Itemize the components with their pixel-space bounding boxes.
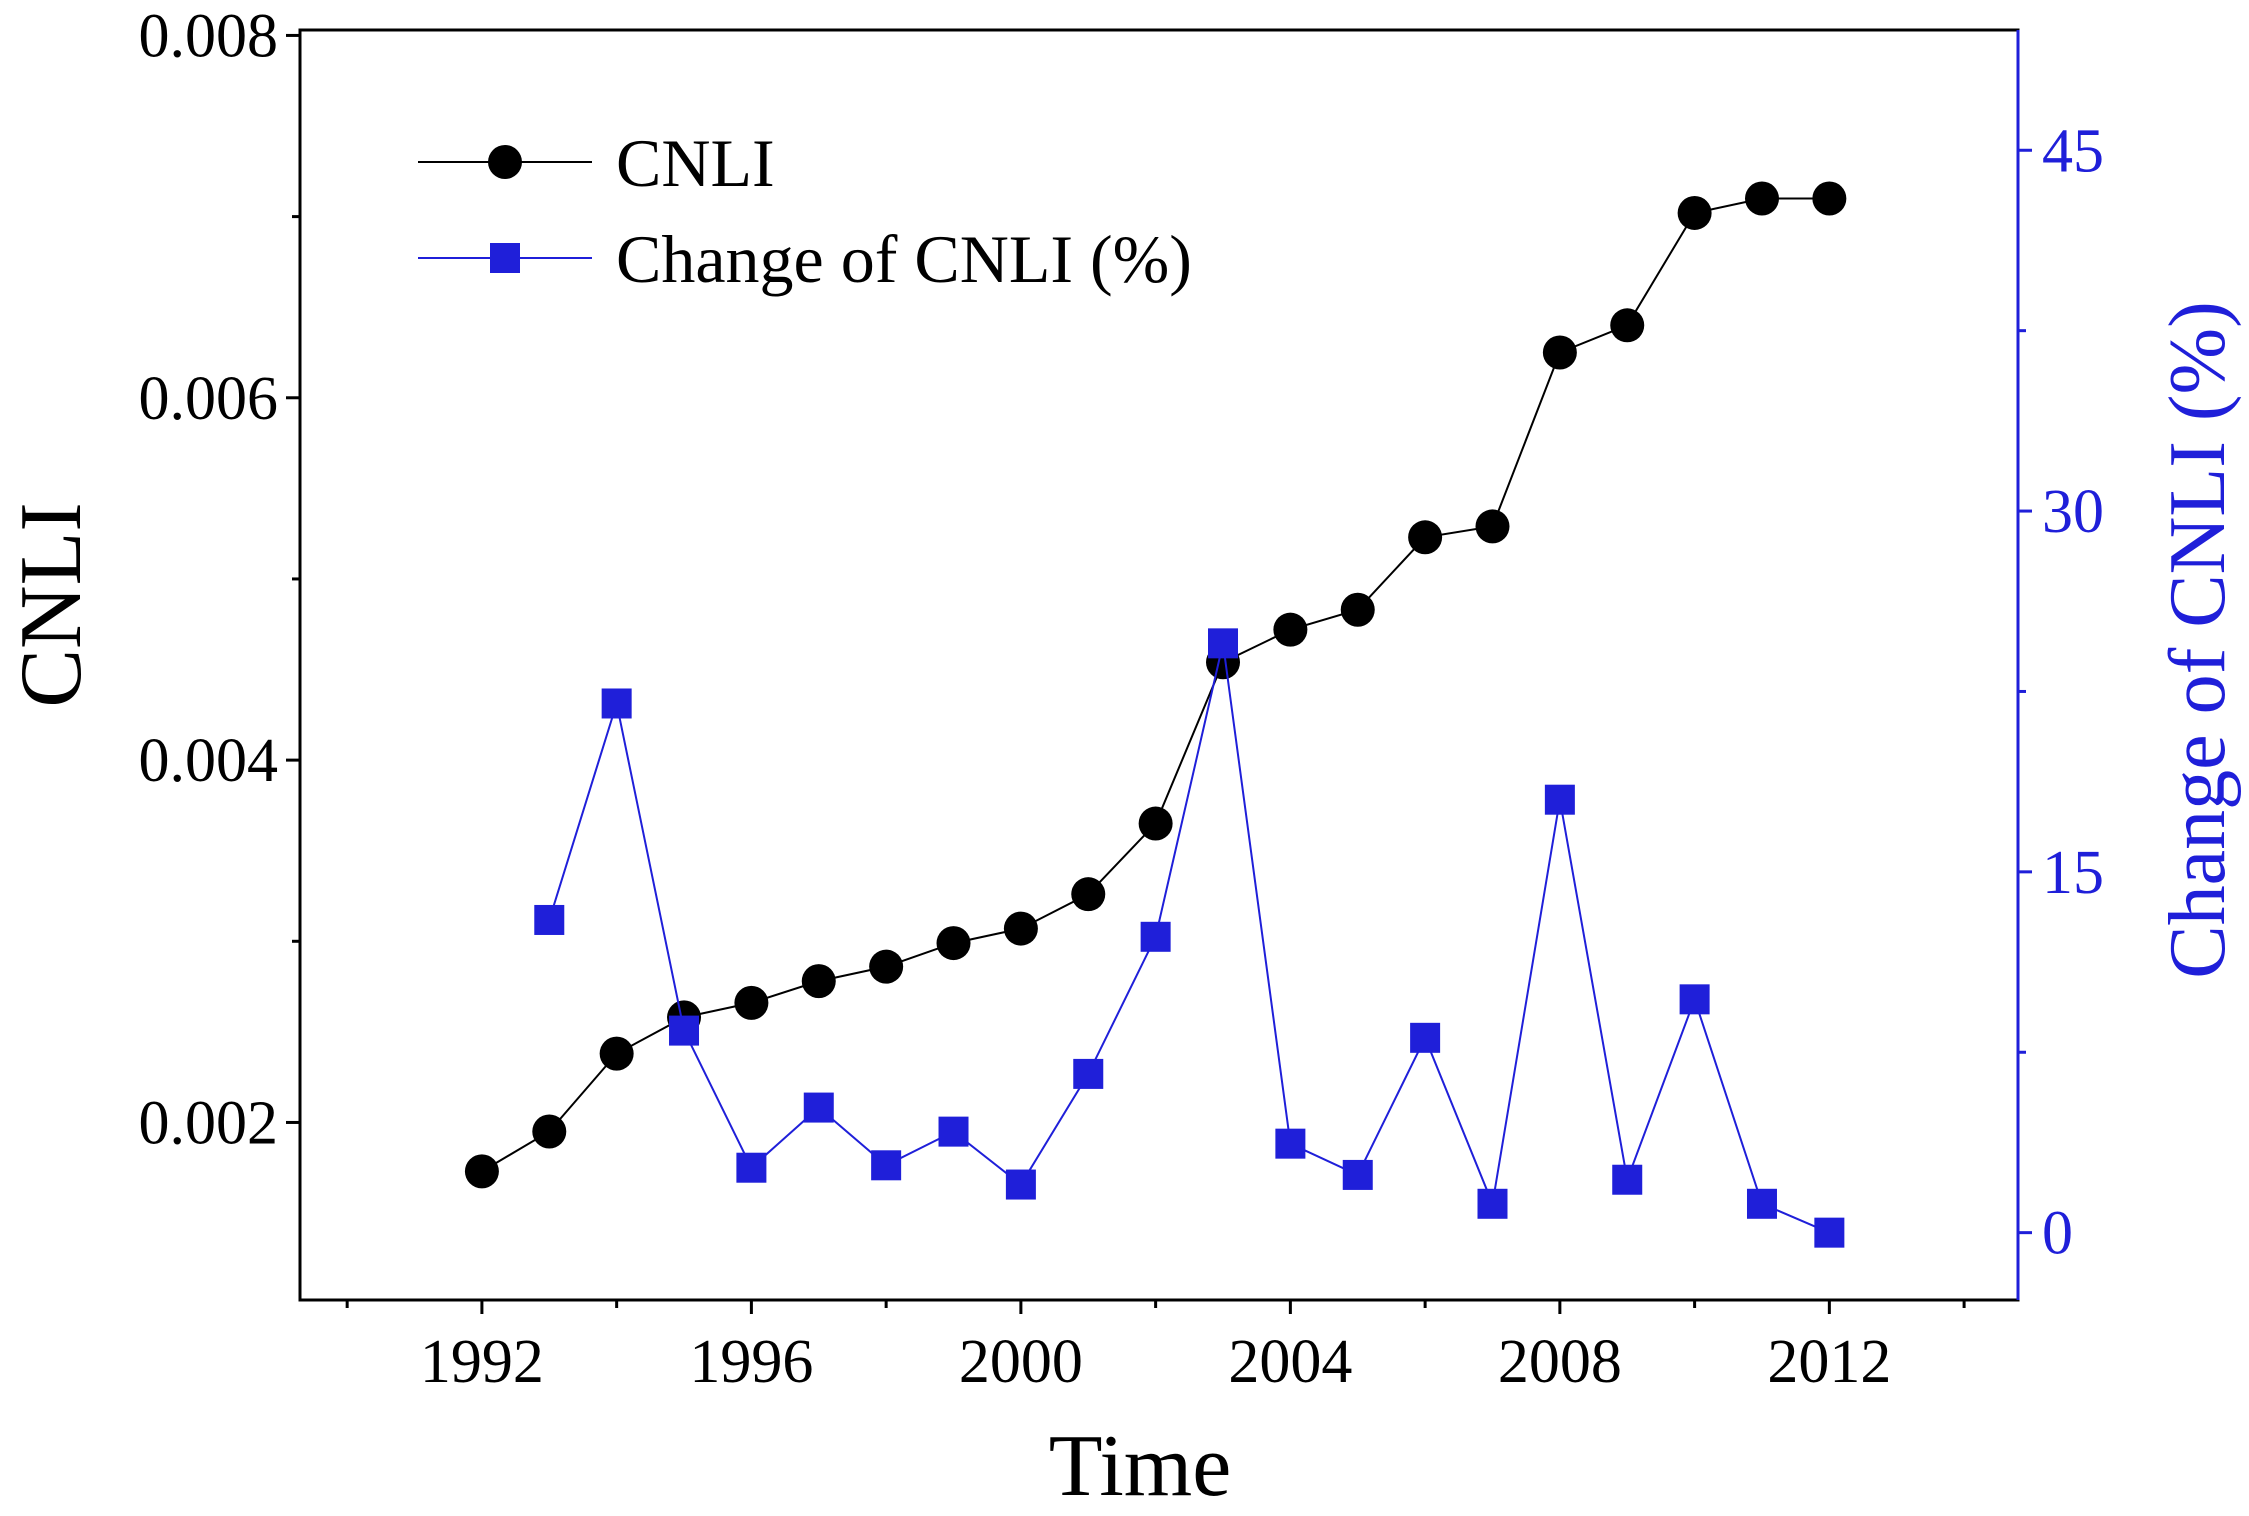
legend-label-change: Change of CNLI (%) xyxy=(616,221,1192,297)
x-tick-label: 2008 xyxy=(1498,1328,1622,1396)
cnli-point-1998 xyxy=(869,949,904,984)
change-point-2007 xyxy=(1477,1188,1508,1219)
cnli-point-1993 xyxy=(532,1114,567,1149)
change-line xyxy=(548,643,1830,1234)
change-point-2008 xyxy=(1544,784,1575,815)
cnli-point-2001 xyxy=(1071,877,1106,912)
x-tick-label: 1992 xyxy=(420,1328,544,1396)
cnli-point-2004 xyxy=(1273,612,1308,647)
y2-tick-label: 45 xyxy=(2042,117,2104,185)
cnli-point-1994 xyxy=(599,1036,634,1071)
change-point-2004 xyxy=(1275,1128,1306,1159)
change-point-2009 xyxy=(1612,1164,1643,1195)
x-axis-title: Time xyxy=(1049,1418,1232,1515)
cnli-point-2008 xyxy=(1542,335,1577,370)
cnli-point-1992 xyxy=(464,1154,499,1189)
change-point-1997 xyxy=(803,1092,834,1123)
left-y-axis-title: CNLI xyxy=(3,502,100,707)
legend-label-cnli: CNLI xyxy=(616,125,775,201)
change-point-1998 xyxy=(871,1150,902,1181)
x-tick-label: 1996 xyxy=(689,1328,813,1396)
change-point-2006 xyxy=(1410,1022,1441,1053)
change-point-1995 xyxy=(669,1015,700,1046)
change-point-1993 xyxy=(534,904,565,935)
x-axis-ticks: 1992 1996 2000 2004 2008 2012 xyxy=(345,1300,1966,1396)
change-point-2010 xyxy=(1679,984,1710,1015)
left-y-axis-ticks: 0.002 0.004 0.006 0.008 xyxy=(139,2,300,1157)
y-tick-label: 0.006 xyxy=(139,365,279,433)
legend-marker-change xyxy=(490,243,520,273)
cnli-point-2012 xyxy=(1812,181,1847,216)
y-tick-label: 0.002 xyxy=(139,1089,279,1157)
y2-tick-label: 15 xyxy=(2042,839,2104,907)
cnli-point-1999 xyxy=(936,926,971,961)
legend-marker-cnli xyxy=(488,145,522,179)
change-point-2003 xyxy=(1208,628,1239,659)
change-point-2002 xyxy=(1140,921,1171,952)
cnli-point-2002 xyxy=(1138,806,1173,841)
cnli-point-2006 xyxy=(1408,520,1443,555)
series-change-of-cnli xyxy=(534,628,1845,1248)
change-point-2001 xyxy=(1073,1058,1104,1089)
change-point-1999 xyxy=(938,1116,969,1147)
cnli-point-2007 xyxy=(1475,509,1510,544)
cnli-point-2000 xyxy=(1003,911,1038,946)
change-point-2012 xyxy=(1814,1217,1845,1248)
legend: CNLI Change of CNLI (%) xyxy=(418,125,1192,297)
y-tick-label: 0.008 xyxy=(139,2,279,70)
y2-tick-label: 30 xyxy=(2042,478,2104,546)
change-point-2011 xyxy=(1746,1188,1777,1219)
series-cnli xyxy=(464,181,1847,1189)
right-y-axis-title: Change of CNLI (%) xyxy=(2154,301,2242,979)
cnli-point-2005 xyxy=(1340,592,1375,627)
y-tick-label: 0.004 xyxy=(139,727,279,795)
y2-tick-label: 0 xyxy=(2042,1200,2073,1268)
change-point-1994 xyxy=(601,688,632,719)
x-tick-label: 2000 xyxy=(959,1328,1083,1396)
cnli-point-2009 xyxy=(1610,308,1645,343)
cnli-point-1996 xyxy=(734,985,769,1020)
change-point-1996 xyxy=(736,1152,767,1183)
x-tick-label: 2004 xyxy=(1228,1328,1352,1396)
cnli-point-1997 xyxy=(801,964,836,999)
right-y-axis-ticks: 0 15 30 45 xyxy=(2018,117,2104,1268)
change-point-2005 xyxy=(1342,1159,1373,1190)
x-tick-label: 2012 xyxy=(1767,1328,1891,1396)
change-point-2000 xyxy=(1005,1169,1036,1200)
cnli-point-2010 xyxy=(1677,195,1712,230)
cnli-point-2011 xyxy=(1744,181,1779,216)
